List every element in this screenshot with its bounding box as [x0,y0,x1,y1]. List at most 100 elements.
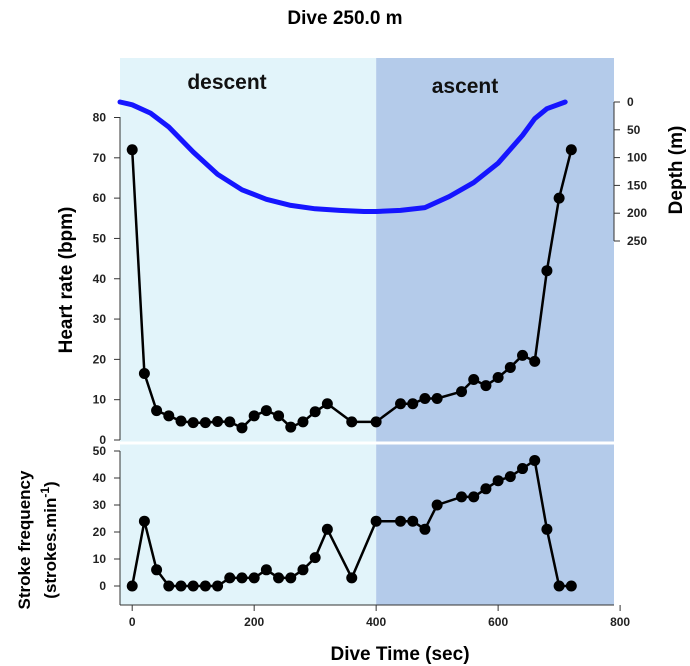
stroke-frequency-point [151,564,163,576]
stroke-frequency-point [565,580,577,592]
depth-tick-label: 50 [627,123,641,137]
ascent-label: ascent [432,75,499,98]
stroke-frequency-point [431,499,443,511]
chart-title: Dive 250.0 m [287,8,403,29]
heart-rate-point [431,392,443,404]
hr-tick-label: 80 [93,111,107,125]
heart-rate-point [504,361,516,373]
stroke-frequency-point [370,515,382,527]
stroke-frequency-point [541,523,553,535]
heart-rate-point [553,192,565,204]
sf-axis-label-line1: Stroke frequency [15,470,34,609]
heart-rate-point [480,380,492,392]
hr-tick-label: 0 [99,433,106,447]
heart-rate-point [346,416,358,428]
depth-tick-label: 100 [627,151,647,165]
stroke-frequency-point [236,572,248,584]
x-tick-label: 800 [610,615,630,629]
stroke-frequency-point [553,580,565,592]
stroke-frequency-point [456,491,468,503]
heart-rate-point [236,422,248,434]
heart-rate-point [529,355,541,367]
stroke-frequency-point [529,454,541,466]
heart-rate-point [492,372,504,384]
stroke-frequency-point [504,471,516,483]
depth-series-line [117,99,568,214]
heart-rate-point [285,421,297,433]
heart-rate-point [297,416,309,428]
heart-rate-point [321,398,333,410]
x-tick-label: 200 [244,615,264,629]
stroke-frequency-point [248,572,260,584]
heart-rate-point [187,417,199,429]
stroke-frequency-point [346,572,358,584]
x-tick-label: 400 [366,615,386,629]
stroke-frequency-point [273,572,285,584]
hr-tick-label: 20 [93,352,107,366]
x-axis-label: Dive Time (sec) [330,644,469,665]
heart-rate-point [419,392,431,404]
heart-rate-point [260,405,272,417]
heart-rate-point [273,410,285,422]
heart-rate-point [456,386,468,398]
heart-rate-point [163,410,175,422]
descent-background [120,58,377,605]
sf-tick-label: 50 [93,444,107,458]
descent-label: descent [187,71,266,94]
hr-tick-label: 70 [93,151,107,165]
heart-rate-point [248,410,260,422]
stroke-frequency-point [187,580,199,592]
heart-rate-point [395,398,407,410]
stroke-frequency-point [321,523,333,535]
stroke-frequency-point [126,580,138,592]
sf-tick-label: 40 [93,471,107,485]
stroke-frequency-point [163,580,175,592]
hr-tick-label: 30 [93,312,107,326]
heart-rate-point [407,398,419,410]
stroke-frequency-point [260,564,272,576]
stroke-frequency-point [480,483,492,495]
stroke-frequency-point [138,515,150,527]
heart-rate-point [138,367,150,379]
heart-rate-point [541,265,553,277]
hr-axis-label: Heart rate (bpm) [56,207,77,354]
stroke-frequency-point [199,580,211,592]
stroke-frequency-point [224,572,236,584]
stroke-frequency-point [297,564,309,576]
stroke-frequency-point [492,475,504,487]
stroke-frequency-point [212,580,224,592]
stroke-frequency-point [419,523,431,535]
stroke-frequency-point [395,515,407,527]
depth-tick-label: 0 [627,95,634,109]
heart-rate-point [370,416,382,428]
hr-tick-label: 50 [93,231,107,245]
stroke-frequency-point [468,491,480,503]
heart-rate-point [517,349,529,361]
depth-axis-label: Depth (m) [666,126,687,215]
heart-rate-point [309,406,321,418]
depth-tick-label: 200 [627,206,647,220]
heart-rate-point [224,416,236,428]
sf-axis-label-line2: (strokes.min-1) [38,481,60,598]
stroke-frequency-point [517,463,529,475]
stroke-frequency-point [175,580,187,592]
hr-tick-label: 10 [93,393,107,407]
heart-rate-point [126,144,138,156]
heart-rate-point [151,405,163,417]
heart-rate-point [212,415,224,427]
heart-rate-point [199,417,211,429]
sf-tick-label: 20 [93,525,107,539]
stroke-frequency-point [285,572,297,584]
sf-tick-label: 10 [93,552,107,566]
hr-tick-label: 40 [93,272,107,286]
heart-rate-point [565,144,577,156]
stroke-frequency-point [407,515,419,527]
heart-rate-point [175,415,187,427]
x-tick-label: 0 [129,615,136,629]
depth-tick-label: 150 [627,178,647,192]
depth-tick-label: 250 [627,234,647,248]
x-tick-label: 600 [488,615,508,629]
stroke-frequency-point [309,552,321,564]
hr-tick-label: 60 [93,191,107,205]
